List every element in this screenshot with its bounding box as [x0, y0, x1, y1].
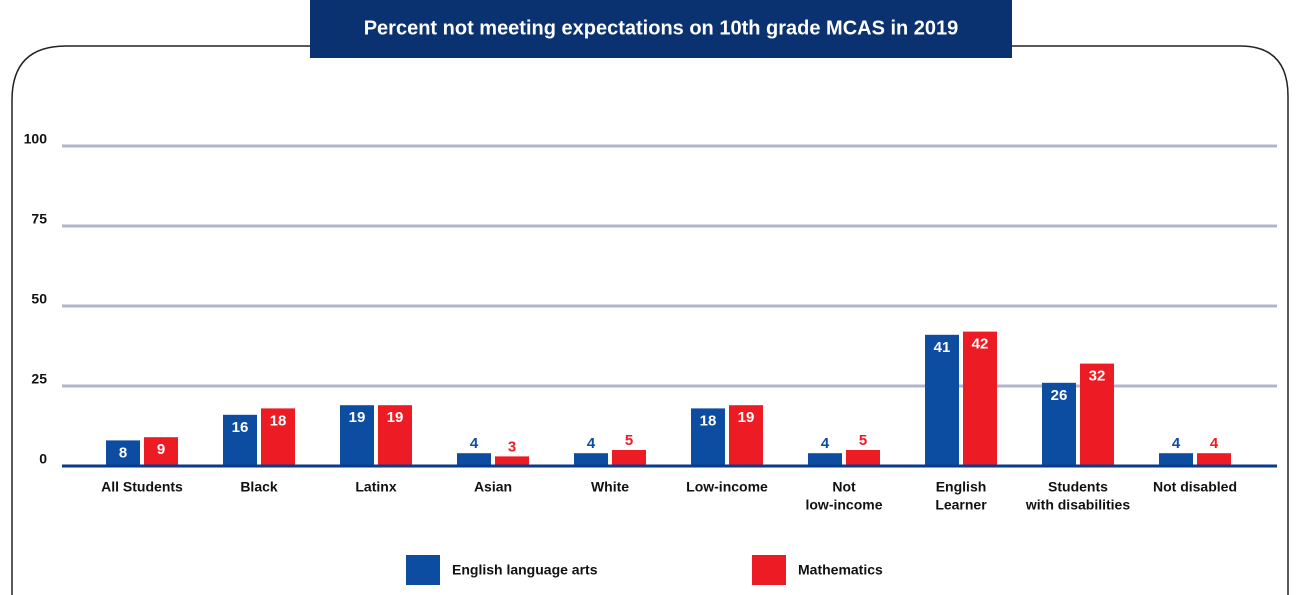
data-label: 3 [508, 438, 516, 455]
x-tick-label: low-income [805, 497, 882, 513]
x-tick-label: with disabilities [1025, 497, 1130, 513]
data-label: 8 [119, 444, 127, 461]
x-tick-label: Not disabled [1153, 479, 1237, 495]
x-tick-label: Not [832, 479, 856, 495]
data-label: 4 [821, 435, 830, 452]
legend-label: English language arts [452, 562, 598, 578]
y-tick-label: 100 [24, 131, 48, 147]
bar [378, 405, 412, 466]
data-label: 5 [625, 432, 633, 449]
x-tick-label: Students [1048, 479, 1108, 495]
legend-swatch [752, 555, 786, 585]
bar [457, 453, 491, 466]
bar [495, 456, 529, 466]
y-tick-label: 0 [39, 451, 47, 467]
bar [574, 453, 608, 466]
data-label: 19 [387, 409, 404, 426]
data-label: 4 [470, 435, 479, 452]
data-label: 41 [934, 339, 951, 356]
chart-title: Percent not meeting expectations on 10th… [364, 17, 959, 39]
data-label: 19 [349, 409, 366, 426]
data-label: 32 [1089, 368, 1106, 385]
bar [963, 331, 997, 466]
data-label: 4 [1172, 435, 1181, 452]
bar [1080, 363, 1114, 466]
bar [691, 408, 725, 466]
bar [106, 440, 140, 466]
bar [612, 450, 646, 466]
title-box [310, 0, 1012, 58]
data-label: 9 [157, 441, 165, 458]
x-tick-label: Latinx [355, 479, 396, 495]
legend-swatch [406, 555, 440, 585]
x-tick-label: Learner [935, 497, 987, 513]
data-label: 16 [232, 419, 249, 436]
x-tick-label: Asian [474, 479, 512, 495]
bar [729, 405, 763, 466]
bar [1042, 382, 1076, 466]
data-label: 18 [270, 412, 287, 429]
bar [846, 450, 880, 466]
x-tick-label: All Students [101, 479, 183, 495]
data-label: 26 [1051, 387, 1068, 404]
x-tick-label: English [936, 479, 987, 495]
y-tick-label: 50 [31, 291, 47, 307]
data-label: 4 [1210, 435, 1219, 452]
y-tick-label: 25 [31, 371, 47, 387]
data-label: 42 [972, 336, 989, 353]
y-tick-label: 75 [31, 211, 47, 227]
bar [144, 437, 178, 466]
data-label: 4 [587, 435, 596, 452]
x-tick-label: White [591, 479, 629, 495]
data-label: 5 [859, 432, 867, 449]
bar [223, 414, 257, 466]
data-label: 18 [700, 412, 717, 429]
bar [261, 408, 295, 466]
x-tick-label: Black [240, 479, 278, 495]
x-tick-label: Low-income [686, 479, 768, 495]
bar [1159, 453, 1193, 466]
bar [925, 334, 959, 466]
bar [808, 453, 842, 466]
bar [1197, 453, 1231, 466]
data-label: 19 [738, 409, 755, 426]
legend-label: Mathematics [798, 562, 883, 578]
bar [340, 405, 374, 466]
